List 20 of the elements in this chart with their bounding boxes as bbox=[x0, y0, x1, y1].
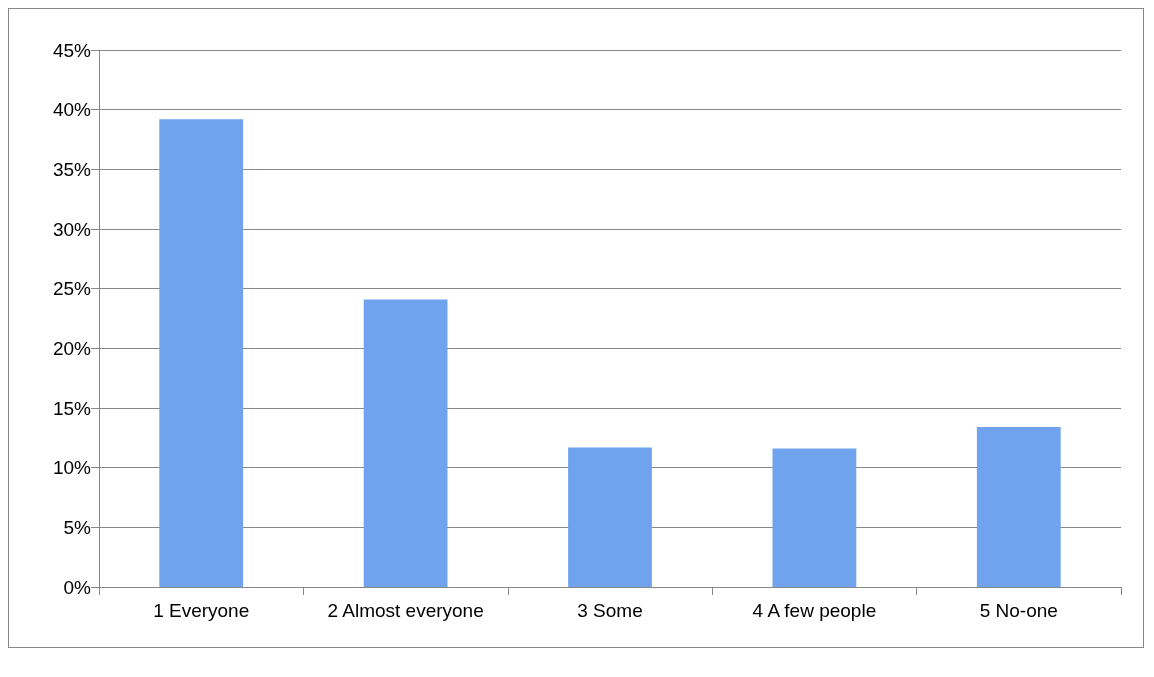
y-tick-label: 40% bbox=[52, 99, 92, 121]
x-tick-label: 1 Everyone bbox=[153, 600, 250, 621]
y-tick-label: 5% bbox=[63, 516, 92, 538]
y-tick-label: 35% bbox=[52, 158, 92, 180]
x-tick-label: 3 Some bbox=[577, 600, 643, 621]
bar bbox=[363, 299, 448, 587]
y-tick-label: 20% bbox=[52, 337, 92, 359]
y-tick-label: 15% bbox=[52, 397, 92, 419]
y-tick-label: 10% bbox=[52, 457, 92, 479]
x-tick-label: 4 A few people bbox=[752, 600, 877, 621]
y-tick-label: 30% bbox=[52, 218, 92, 240]
bar bbox=[976, 427, 1061, 587]
bar bbox=[159, 119, 244, 587]
y-tick-label: 25% bbox=[52, 278, 92, 300]
bar bbox=[568, 447, 652, 587]
bar bbox=[772, 448, 857, 587]
y-tick-label: 0% bbox=[63, 576, 92, 598]
y-tick-label: 45% bbox=[52, 39, 92, 61]
x-tick-label: 5 No-one bbox=[979, 600, 1058, 621]
x-tick-label: 2 Almost everyone bbox=[327, 600, 484, 621]
